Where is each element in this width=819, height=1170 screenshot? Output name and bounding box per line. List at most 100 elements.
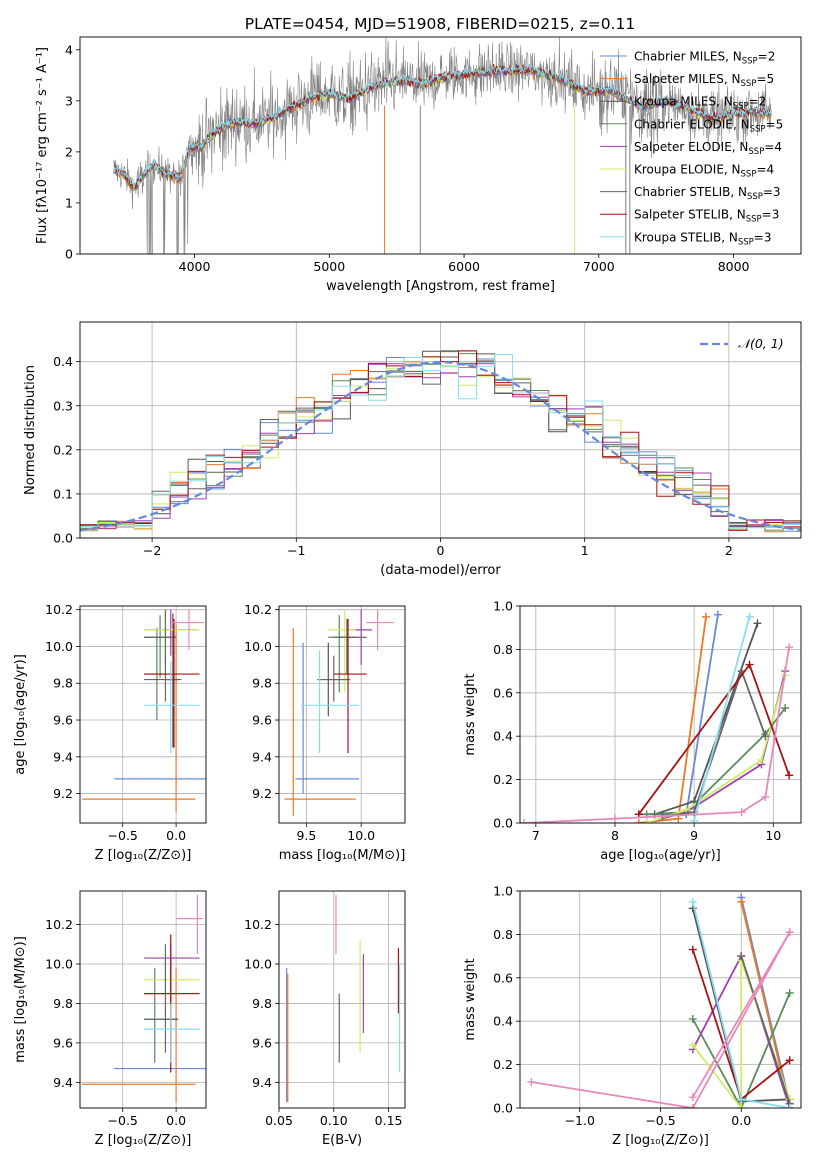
x-axis-label: mass [log₁₀(M/M⊙)]: [279, 848, 406, 863]
x-tick-label: 9.5: [296, 828, 316, 843]
weight-marker: [688, 897, 697, 906]
y-tick-label: 9.8: [252, 996, 272, 1011]
mass_vs_Z-plot-area: [82, 894, 206, 1103]
y-tick-label: 9.4: [53, 749, 73, 764]
x-tick-label: −1: [287, 543, 305, 558]
weight-marker: [688, 1015, 697, 1024]
x-tick-label: 1: [581, 543, 589, 558]
error-bar-point: [317, 655, 351, 702]
legend-label: Kroupa ELODIE, NSSP=4: [634, 163, 774, 180]
x-tick-label: 8: [611, 828, 619, 843]
weight-series-line: [692, 992, 791, 1108]
weight-marker: [610, 814, 619, 823]
y-tick-label: 2: [65, 144, 73, 159]
y-tick-label: 1.0: [493, 884, 513, 899]
spectrum-plot-area: [113, 37, 772, 254]
weight-series-line: [646, 707, 786, 816]
weight-marker: [785, 643, 794, 652]
residuals-panel: −2 −1 0 1 2 0.0 0.1 0.2 0.3 0.4 (data-model)/error…: [23, 321, 802, 578]
x-axis-label: Z [log₁₀(Z/Z⊙)]: [612, 1133, 709, 1148]
error-bar-point: [333, 618, 367, 675]
x-tick-label: 0.15: [375, 1113, 403, 1128]
error-bar-point: [333, 618, 367, 754]
y-tick-label: 9.8: [252, 676, 272, 691]
weight-marker: [642, 819, 651, 823]
weight-marker: [785, 1056, 794, 1065]
weight-marker: [688, 1041, 697, 1050]
error-bar-point: [170, 609, 204, 651]
age_vs_Z-plot-area: [82, 609, 206, 812]
x-tick-label: 10.0: [347, 828, 375, 843]
x-tick-label: 0.0: [731, 1113, 751, 1128]
error-bar-point: [366, 609, 395, 651]
weight-marker: [690, 816, 699, 823]
x-tick-label: −0.5: [645, 1113, 675, 1128]
legend-label: Chabrier STELIB, NSSP=3: [634, 185, 781, 202]
weight-series-line: [740, 897, 791, 1104]
y-tick-label: 0.3: [53, 398, 73, 413]
x-axis-label: wavelength [Angstrom, rest frame]: [326, 279, 555, 294]
legend-label: Kroupa STELIB, NSSP=3: [634, 230, 772, 247]
spectrum-panel: 4000 5000 6000 7000 8000 0 1 2 3 4 wavelength [Ang…: [35, 36, 802, 294]
y-tick-label: 9.8: [53, 996, 73, 1011]
error-bar-point: [144, 661, 200, 754]
x-tick-label: 0.10: [320, 1113, 348, 1128]
weight_vs_Z-panel: −1.0 −0.5 0.0 0.0 0.2 0.4 0.6 0.8 1.0 Z [log₁₀(Z/…: [463, 884, 802, 1148]
weight-marker: [781, 703, 790, 712]
error-bar-point: [144, 1003, 200, 1063]
y-tick-label: 4: [65, 42, 73, 57]
weight-marker: [520, 819, 528, 823]
y-tick-label: 9.4: [53, 1075, 73, 1090]
y-axis-label: Flux [fλ10⁻¹⁷ erg cm⁻² s⁻¹ A⁻¹]: [35, 47, 50, 244]
error-bar-point: [300, 650, 359, 754]
y-tick-label: 1.0: [493, 599, 513, 614]
y-tick-label: 0.6: [493, 970, 513, 985]
y-tick-label: 9.6: [252, 1035, 272, 1050]
x-tick-label: 10: [765, 828, 781, 843]
legend-label: Chabrier ELODIE, NSSP=5: [634, 117, 783, 134]
y-tick-label: 9.2: [252, 786, 272, 801]
y-tick-label: 9.6: [53, 713, 73, 728]
x-tick-label: −0.5: [108, 828, 138, 843]
y-axis-label: mass [log₁₀(M/M⊙)]: [13, 936, 28, 1063]
legend-label: Salpeter STELIB, NSSP=3: [634, 208, 779, 225]
legend-label: Salpeter MILES, NSSP=5: [634, 72, 774, 89]
normal-curve-line: [80, 360, 801, 532]
y-tick-label: 9.4: [252, 749, 272, 764]
weight-marker: [753, 619, 762, 628]
weight-marker: [785, 1104, 794, 1108]
weight-marker: [527, 1077, 536, 1086]
weight_vs_age-plot-area: [520, 610, 794, 823]
weight-marker: [737, 952, 746, 961]
weight-marker: [634, 819, 643, 823]
spectrum-legend: Chabrier MILES, NSSP=2 Salpeter MILES, NS…: [600, 50, 783, 247]
weight-marker: [785, 988, 794, 997]
weight-marker: [761, 792, 770, 801]
x-tick-label: 5000: [313, 259, 345, 274]
x-tick-label: −1.0: [565, 1113, 595, 1128]
weight-marker: [737, 808, 746, 817]
weight-series-line: [692, 960, 791, 1108]
y-tick-label: 0.2: [53, 442, 73, 457]
y-axis-label: mass weight: [463, 958, 478, 1040]
x-axis-label: Z [log₁₀(Z/Z⊙)]: [95, 848, 192, 863]
mass_vs_ebv-plot-area: [286, 894, 401, 1103]
y-tick-label: 0.0: [53, 531, 73, 546]
x-axis-label: (data-model)/error: [380, 563, 501, 578]
y-tick-label: 0.6: [493, 685, 513, 700]
error-bar-point: [144, 944, 200, 994]
y-tick-label: 10.2: [244, 602, 272, 617]
y-tick-label: 9.4: [252, 1075, 272, 1090]
y-tick-label: 10.0: [45, 639, 73, 654]
weight-marker: [713, 610, 722, 619]
weight-marker: [785, 771, 794, 780]
x-tick-label: −0.5: [108, 1113, 138, 1128]
y-tick-label: 0.4: [493, 729, 513, 744]
y-tick-label: 10.0: [244, 956, 272, 971]
y-tick-label: 9.2: [53, 786, 73, 801]
weight-series-line: [740, 955, 791, 1104]
x-tick-label: 6000: [448, 259, 480, 274]
weight-series-line: [662, 668, 767, 818]
error-bar-point: [295, 642, 359, 794]
